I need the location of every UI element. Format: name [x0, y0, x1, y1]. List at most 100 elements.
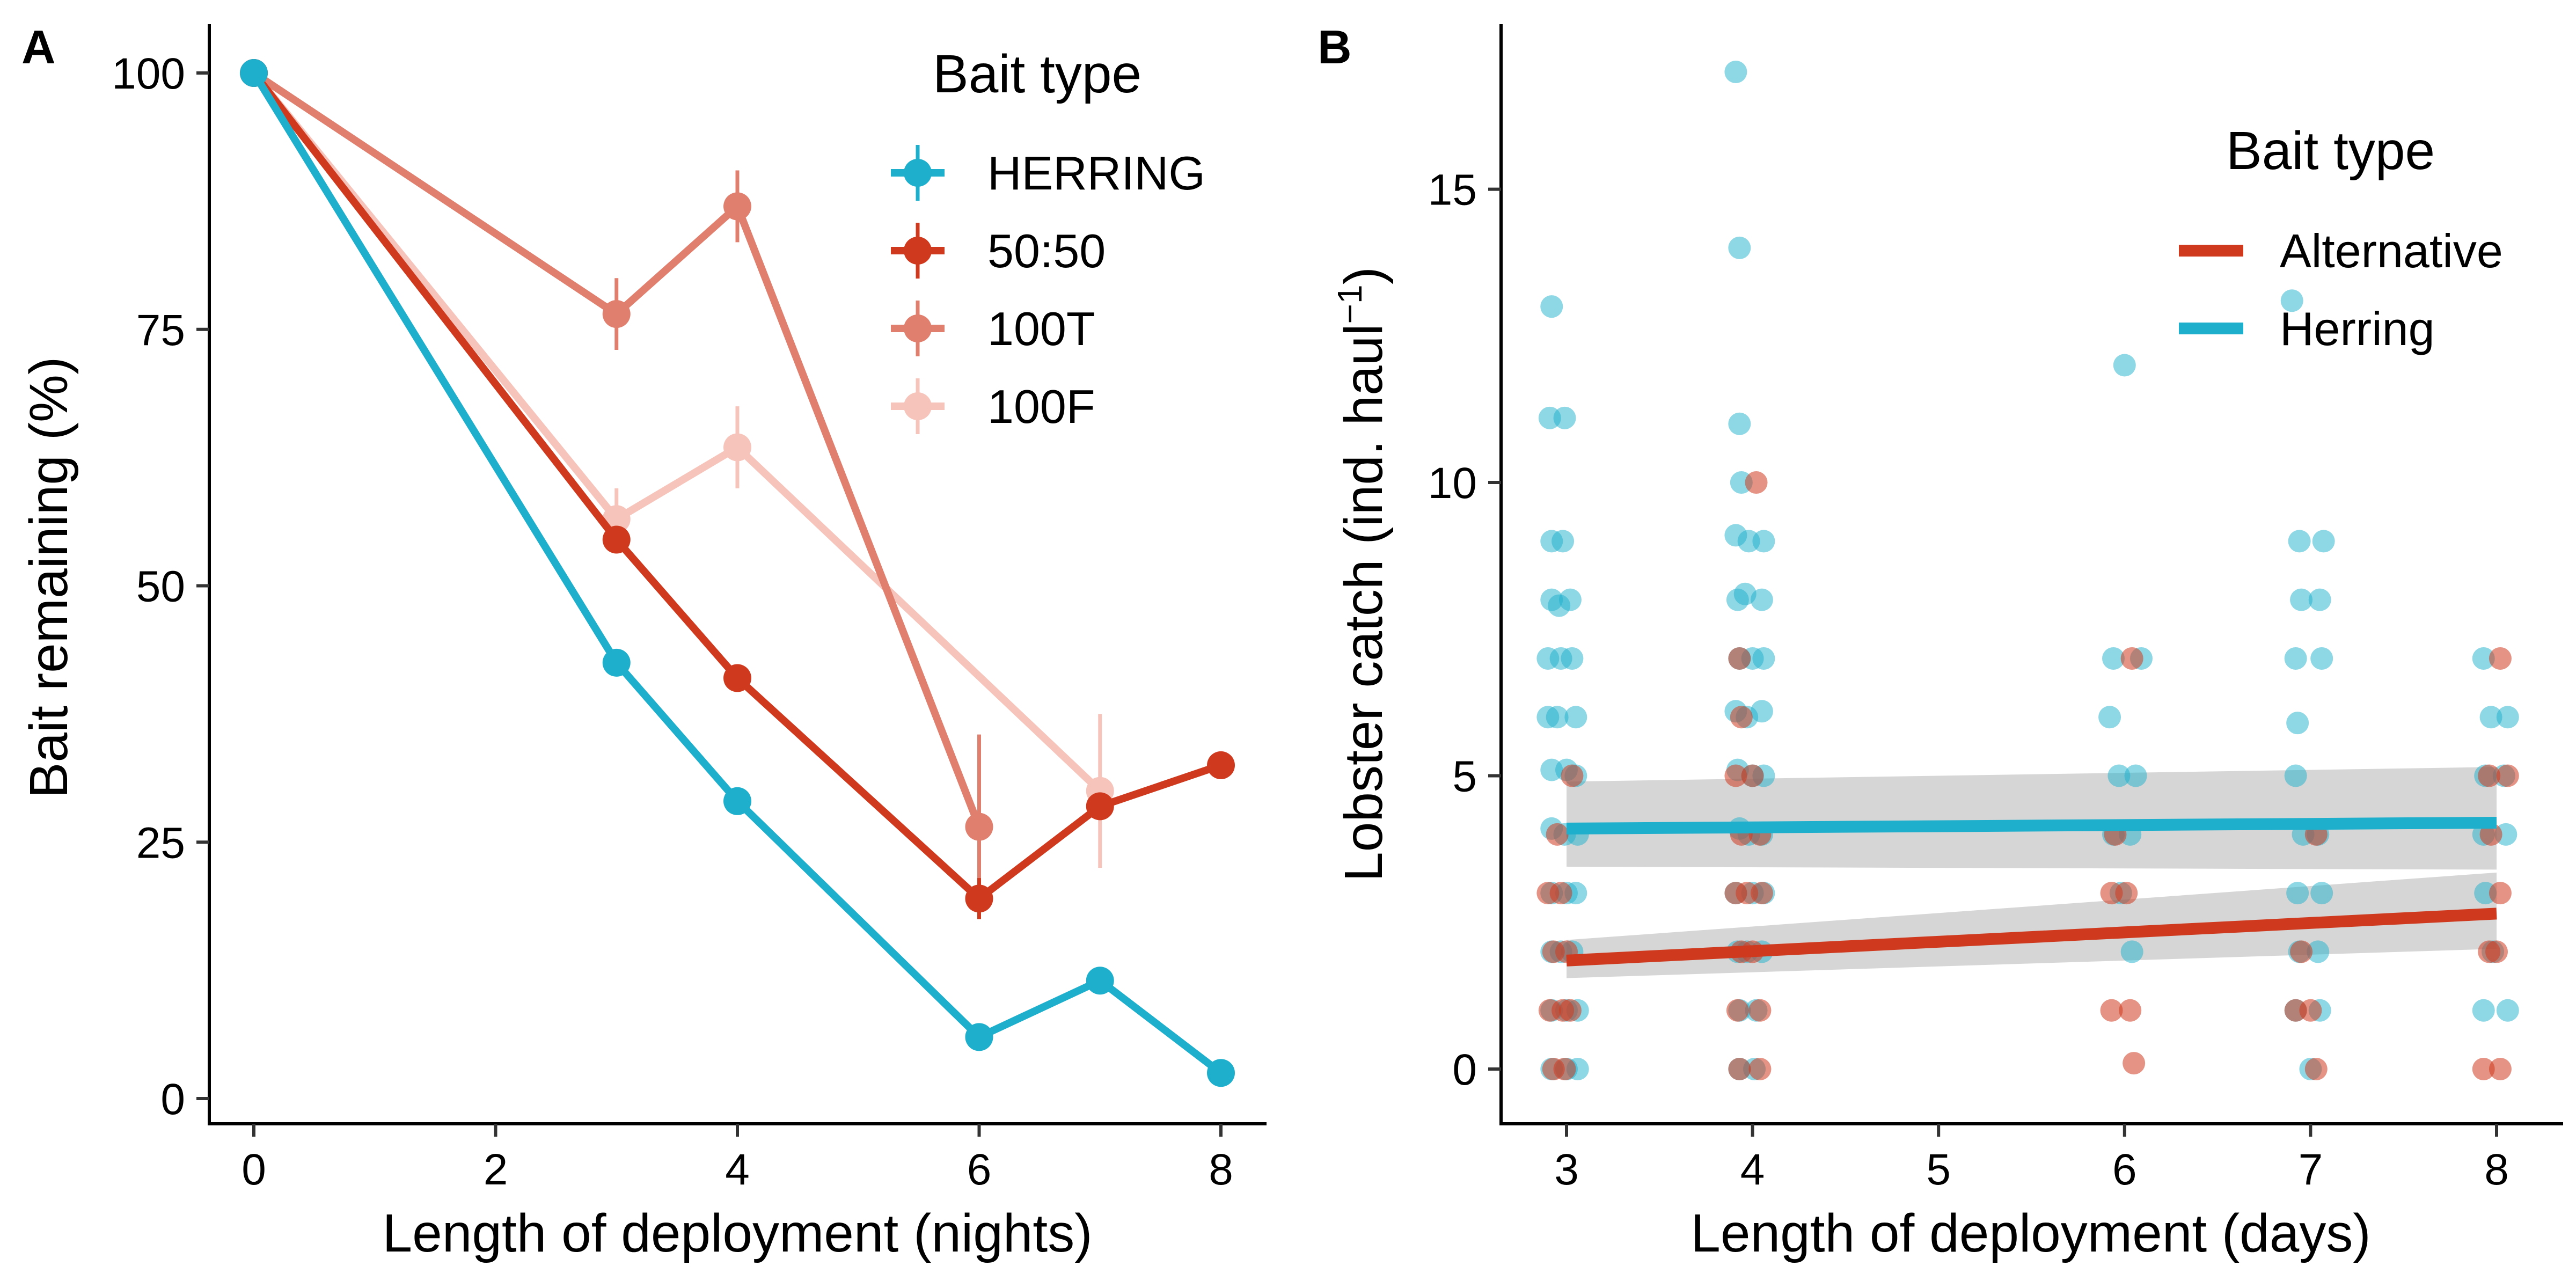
point-herring [2310, 647, 2333, 670]
point-herring [2124, 764, 2147, 787]
x-tick-label: 6 [2112, 1145, 2137, 1194]
data-point [723, 192, 751, 221]
panel-a-legend: Bait type HERRING 50:50 100T 100F [891, 44, 1205, 434]
legend-item-50-50: 50:50 [891, 223, 1106, 279]
point-herring [2290, 588, 2313, 611]
point-herring [1564, 706, 1587, 729]
panel-a-letter: A [21, 20, 56, 74]
y-tick-label: 0 [160, 1075, 185, 1124]
panel-b-plot-area [1536, 61, 2519, 1080]
point-herring [1750, 700, 1773, 723]
x-tick-label: 2 [484, 1145, 508, 1194]
y-tick-label: 0 [1452, 1045, 1477, 1094]
legend-item-100f: 100F [891, 378, 1095, 434]
legend-item-herring: Herring [2179, 302, 2435, 355]
point-herring [2496, 706, 2519, 729]
legend-label: 100F [987, 380, 1095, 433]
panel-a-y-axis-title: Bait remaining (%) [19, 357, 79, 799]
point-alternative [2119, 999, 2142, 1022]
data-point [602, 525, 631, 554]
legend-label: Herring [2280, 302, 2435, 355]
point-alternative [2290, 940, 2313, 963]
panel-b-legend-title: Bait type [2226, 121, 2435, 181]
point-alternative [2120, 647, 2143, 670]
y-tick-label: 10 [1428, 459, 1477, 508]
point-alternative [1728, 1058, 1751, 1080]
y-tick-label: 25 [136, 818, 185, 867]
point-herring [2472, 647, 2495, 670]
panel-a-bait-remaining: A 0 2 4 6 8 0 25 50 75 100 Length of deployment … [19, 20, 1267, 1263]
x-tick-label: 5 [1926, 1145, 1951, 1194]
point-herring [1558, 588, 1582, 611]
point-alternative [2478, 764, 2501, 787]
series-50-50 [240, 59, 1235, 919]
point-alternative [2123, 1052, 2146, 1075]
panel-b-lobster-catch: B 3 4 5 6 7 8 0 5 10 15 Length of deployment (da… [1318, 20, 2563, 1263]
point-herring [1752, 530, 1775, 553]
data-point [723, 787, 751, 815]
data-point [1207, 751, 1235, 779]
series-line-100t [252, 70, 983, 829]
point-alternative [1730, 706, 1753, 729]
point-herring [1561, 647, 1584, 670]
data-point [723, 433, 751, 462]
point-herring [1553, 406, 1576, 429]
point-herring [2286, 712, 2309, 735]
point-herring [1540, 295, 1563, 318]
point-herring [2479, 706, 2502, 729]
y-tick-label: 5 [1452, 752, 1477, 801]
point-alternative [1750, 882, 1773, 905]
x-tick-label: 4 [1740, 1145, 1765, 1194]
panel-b-y-ticks: 0 5 10 15 [1428, 166, 1501, 1094]
legend-label: 100T [987, 302, 1095, 355]
point-herring [2284, 647, 2307, 670]
x-tick-label: 8 [1209, 1145, 1233, 1194]
data-point [1086, 792, 1114, 821]
point-herring [2102, 647, 2125, 670]
point-alternative [2485, 940, 2508, 963]
point-herring [2308, 588, 2331, 611]
point-herring [1724, 61, 1747, 83]
point-alternative [2115, 882, 2138, 905]
panel-b-legend: Bait type Alternative Herring [2179, 121, 2503, 355]
point-alternative [2489, 647, 2512, 670]
data-point [1207, 1059, 1235, 1087]
x-tick-label: 0 [241, 1145, 266, 1194]
data-point [602, 300, 631, 328]
series-line-100f [251, 70, 1103, 794]
legend-key-point [904, 237, 932, 265]
point-alternative [1748, 1058, 1772, 1080]
point-herring [1728, 236, 1751, 259]
point-herring [1552, 530, 1575, 553]
point-alternative [2489, 882, 2512, 905]
point-alternative [2479, 823, 2502, 846]
y-tick-label: 100 [112, 49, 185, 98]
fit-line-alternative [1566, 908, 2497, 967]
point-alternative [1546, 823, 1569, 846]
data-point [723, 664, 751, 692]
point-alternative [1561, 764, 1584, 787]
series-100f [240, 59, 1114, 868]
legend-key-point [904, 314, 932, 342]
legend-label: HERRING [987, 147, 1205, 200]
x-tick-label: 8 [2484, 1145, 2509, 1194]
point-alternative [1726, 999, 1749, 1022]
panel-b-x-axis-title: Length of deployment (days) [1690, 1203, 2370, 1263]
point-alternative [2496, 764, 2519, 787]
panel-a-legend-title: Bait type [933, 44, 1141, 104]
point-herring [2107, 764, 2131, 787]
x-tick-label: 4 [725, 1145, 750, 1194]
point-herring [2310, 882, 2333, 905]
scatter-points [1536, 61, 2519, 1080]
point-herring [2312, 530, 2335, 553]
series-line-50-50 [251, 70, 1223, 903]
point-herring [2286, 882, 2309, 905]
point-herring [2472, 999, 2495, 1022]
panel-b-y-axis-title: Lobster catch (ind. haul−1) [1330, 267, 1394, 882]
point-alternative [1558, 999, 1582, 1022]
panel-a-plot-area [240, 59, 1235, 1087]
point-alternative [1745, 471, 1768, 494]
x-tick-label: 6 [967, 1145, 992, 1194]
point-alternative [1741, 764, 1764, 787]
panel-b-y-axis-title-end: ) [1334, 267, 1394, 284]
